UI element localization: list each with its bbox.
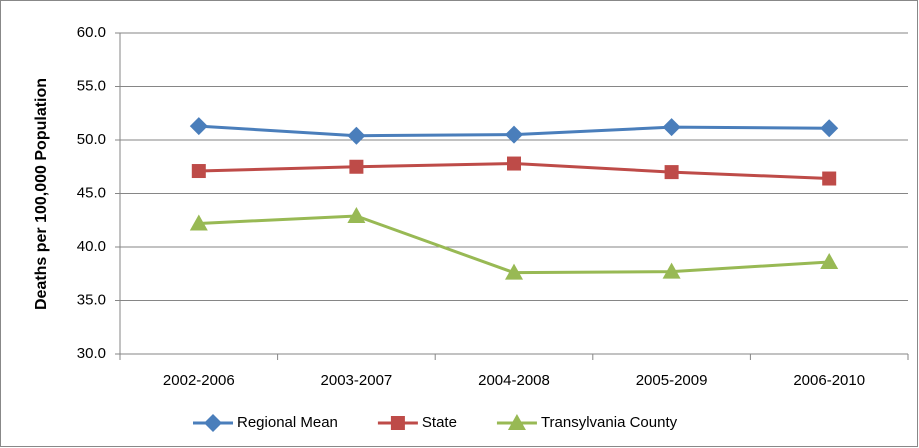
marker bbox=[347, 126, 366, 145]
marker bbox=[505, 125, 523, 144]
y-tick-label: 55.0 bbox=[77, 77, 106, 94]
legend-label: Transylvania County bbox=[541, 414, 678, 431]
legend-marker bbox=[390, 416, 405, 430]
marker bbox=[189, 117, 208, 136]
legend-marker bbox=[507, 414, 526, 430]
marker bbox=[507, 156, 521, 171]
x-tick-label: 2005-2009 bbox=[636, 372, 708, 389]
x-tick-label: 2003-2007 bbox=[321, 372, 393, 389]
y-tick-label: 45.0 bbox=[77, 184, 106, 201]
legend-label: Regional Mean bbox=[237, 414, 338, 431]
y-tick-label: 40.0 bbox=[77, 238, 106, 255]
marker bbox=[347, 206, 366, 223]
marker bbox=[820, 119, 839, 138]
y-axis-label: Deaths per 100,000 Population bbox=[33, 78, 50, 310]
x-tick-label: 2004-2008 bbox=[478, 372, 550, 389]
legend-label: State bbox=[422, 414, 457, 431]
x-tick-label: 2006-2010 bbox=[793, 372, 865, 389]
marker bbox=[822, 171, 837, 186]
legend-marker bbox=[204, 414, 222, 432]
x-tick-label: 2002-2006 bbox=[163, 372, 235, 389]
y-tick-label: 35.0 bbox=[77, 291, 106, 308]
marker bbox=[189, 214, 208, 231]
y-tick-label: 50.0 bbox=[77, 131, 106, 148]
marker bbox=[349, 159, 364, 174]
y-tick-label: 60.0 bbox=[77, 24, 106, 41]
marker bbox=[664, 165, 679, 180]
marker bbox=[820, 252, 839, 269]
marker bbox=[662, 262, 681, 279]
marker bbox=[191, 164, 206, 179]
marker bbox=[662, 118, 681, 137]
marker bbox=[505, 263, 523, 280]
y-tick-label: 30.0 bbox=[77, 345, 106, 362]
